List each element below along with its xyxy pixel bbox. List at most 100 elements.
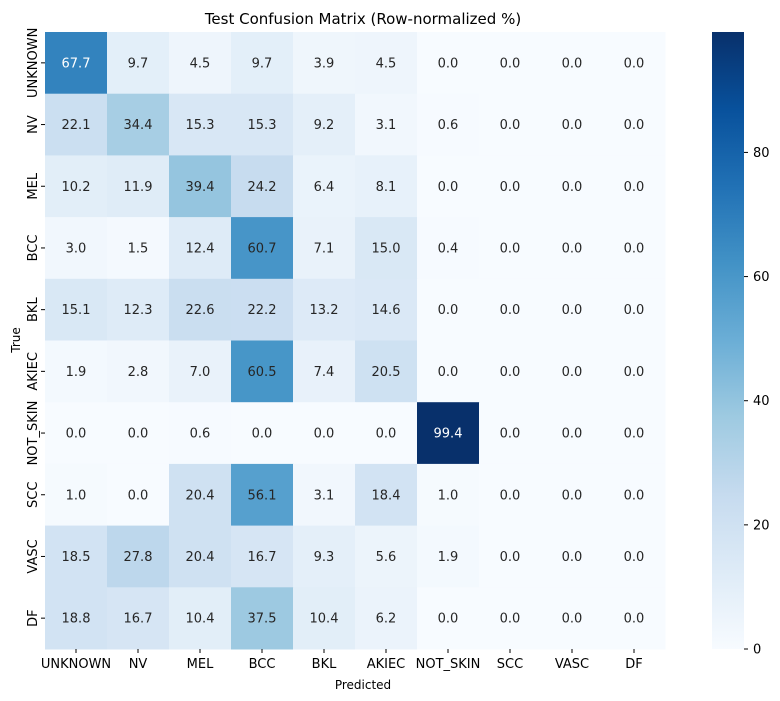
heatmap-cells: 67.7 9.7 4.5 9.7 3.9 4.5 0.0 0.0 0.0 0.0 22.1 34.4 1…: [45, 32, 666, 650]
heatmap-cell: [417, 217, 480, 280]
heatmap-cell: [231, 217, 294, 280]
heatmap-cell: [355, 93, 418, 156]
heatmap-cell: [169, 587, 232, 650]
heatmap-cell: [169, 402, 232, 465]
heatmap-cell: [603, 340, 666, 403]
cell-value-label: 4.5: [190, 56, 211, 71]
cell-value-label: 22.6: [186, 303, 215, 318]
cell-value-label: 0.0: [624, 427, 645, 442]
heatmap-cell: [293, 93, 356, 156]
heatmap-cell: [45, 217, 108, 280]
heatmap-cell: [231, 278, 294, 341]
heatmap-cell: [417, 587, 480, 650]
heatmap-cell: [231, 340, 294, 403]
heatmap-cell: [45, 340, 108, 403]
heatmap-cell: [231, 463, 294, 527]
cell-value-label: 13.2: [310, 303, 339, 318]
cell-value-label: 6.2: [376, 612, 397, 627]
y-tick-label: AKIEC: [26, 352, 41, 391]
heatmap-cell: [355, 217, 418, 280]
cell-value-label: 0.0: [562, 303, 583, 318]
heatmap-cell: [231, 587, 294, 650]
x-tick-label: VASC: [555, 657, 589, 672]
heatmap-cell: [355, 463, 418, 527]
cell-value-label: 0.0: [500, 365, 521, 380]
x-tick-label: DF: [625, 657, 643, 672]
cell-value-label: 9.7: [252, 56, 273, 71]
heatmap-cell: [107, 525, 170, 588]
heatmap-cell: [417, 525, 480, 588]
cell-value-label: 12.3: [124, 303, 153, 318]
cell-value-label: 24.2: [248, 180, 277, 195]
heatmap-cell: [169, 525, 232, 588]
heatmap-cell: [603, 463, 666, 527]
cell-value-label: 0.0: [314, 427, 335, 442]
cell-value-label: 18.5: [62, 550, 91, 565]
cell-value-label: 27.8: [124, 550, 153, 565]
heatmap-cell: [169, 32, 232, 95]
heatmap-cell: [417, 463, 480, 527]
cell-value-label: 14.6: [372, 303, 401, 318]
cell-value-label: 22.2: [248, 303, 277, 318]
cell-value-label: 0.6: [438, 118, 459, 133]
cell-value-label: 0.0: [624, 550, 645, 565]
heatmap-cell: [107, 463, 170, 527]
colorbar: [712, 32, 744, 649]
heatmap-cell: [479, 402, 542, 465]
cell-value-label: 0.0: [66, 427, 87, 442]
cell-value-label: 99.4: [434, 427, 463, 442]
heatmap-cell: [541, 217, 604, 280]
heatmap-cell: [107, 155, 170, 218]
heatmap-cell: [479, 278, 542, 341]
heatmap-cell: [293, 587, 356, 650]
cell-value-label: 0.0: [128, 427, 149, 442]
cell-value-label: 0.0: [500, 241, 521, 256]
heatmap-cell: [541, 32, 604, 95]
heatmap-cell: [603, 155, 666, 218]
cell-value-label: 10.2: [62, 180, 91, 195]
heatmap-cell: [355, 32, 418, 95]
cell-value-label: 0.0: [438, 612, 459, 627]
cell-value-label: 37.5: [248, 612, 277, 627]
cell-value-label: 0.0: [624, 303, 645, 318]
cell-value-label: 0.0: [562, 612, 583, 627]
cell-value-label: 0.0: [562, 118, 583, 133]
heatmap-cell: [479, 32, 542, 95]
heatmap-cell: [603, 32, 666, 95]
cell-value-label: 3.1: [314, 488, 335, 503]
cell-value-label: 0.0: [562, 241, 583, 256]
cell-value-label: 0.6: [190, 427, 211, 442]
cell-value-label: 12.4: [186, 241, 215, 256]
heatmap-cell: [231, 525, 294, 588]
heatmap-cell: [107, 278, 170, 341]
cell-value-label: 1.5: [128, 241, 149, 256]
cell-value-label: 20.4: [186, 488, 215, 503]
x-tick-label: AKIEC: [367, 657, 406, 672]
colorbar-tick-label: 0: [753, 643, 761, 658]
cell-value-label: 3.9: [314, 56, 335, 71]
x-tick-label: UNKNOWN: [41, 657, 111, 672]
y-axis-ticks: UNKNOWN NV MEL BCC BKL AKIEC NOT_SKIN SCC VASC DF: [26, 28, 45, 627]
cell-value-label: 0.0: [624, 241, 645, 256]
heatmap-cell: [479, 155, 542, 218]
heatmap-cell: [107, 587, 170, 650]
heatmap-cell: [479, 525, 542, 588]
cell-value-label: 10.4: [310, 612, 339, 627]
heatmap-cell: [45, 93, 108, 156]
cell-value-label: 20.4: [186, 550, 215, 565]
heatmap-cell: [479, 93, 542, 156]
cell-value-label: 0.0: [500, 550, 521, 565]
heatmap-cell: [417, 402, 480, 465]
cell-value-label: 6.4: [314, 180, 335, 195]
cell-value-label: 7.0: [190, 365, 211, 380]
cell-value-label: 0.0: [562, 180, 583, 195]
heatmap-cell: [417, 32, 480, 95]
y-tick-label: BCC: [26, 235, 41, 262]
cell-value-label: 15.3: [186, 118, 215, 133]
cell-value-label: 15.0: [372, 241, 401, 256]
heatmap-cell: [417, 278, 480, 341]
cell-value-label: 0.0: [438, 56, 459, 71]
heatmap-cell: [355, 278, 418, 341]
cell-value-label: 1.0: [66, 488, 87, 503]
